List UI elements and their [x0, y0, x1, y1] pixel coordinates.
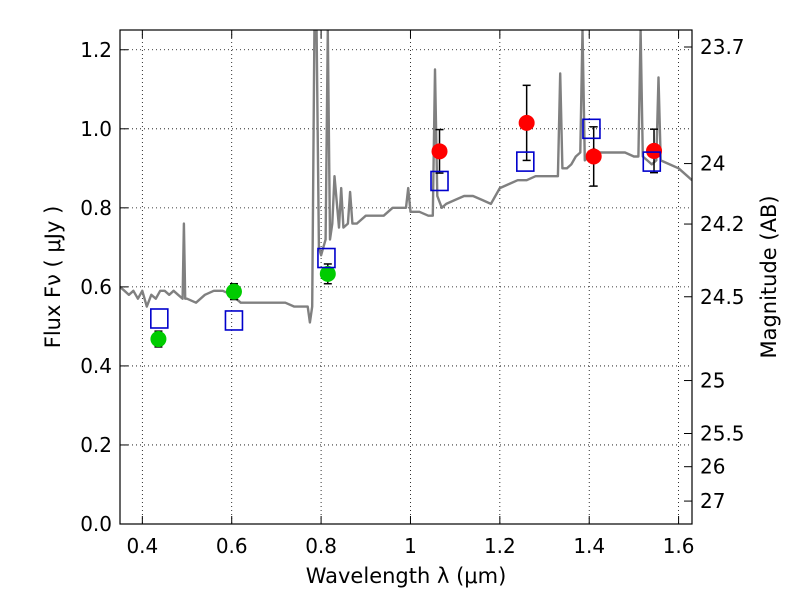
x-tick-label: 0.8 — [305, 534, 337, 558]
photometry-point — [585, 148, 602, 165]
x-tick-label: 1.4 — [573, 534, 605, 558]
model-flux-square — [582, 118, 601, 140]
photometry-point — [518, 114, 535, 131]
x-tick-label: 0.6 — [216, 534, 248, 558]
photometry-point — [431, 143, 448, 160]
x-tick-label: 1 — [404, 534, 417, 558]
x-tick-label: 1.6 — [663, 534, 695, 558]
y-tick-label: 1.2 — [80, 38, 112, 62]
model-flux-square — [317, 247, 336, 269]
x-axis-label: Wavelength λ (μm) — [306, 564, 507, 588]
mag-tick-label: 25.5 — [700, 421, 745, 445]
model-flux-square — [430, 170, 449, 192]
x-tick-label: 0.4 — [126, 534, 158, 558]
data-marks — [120, 30, 692, 348]
y-axis-label: Flux Fν ( μJy ) — [41, 206, 65, 349]
mag-tick-label: 27 — [700, 489, 725, 513]
model-flux-square — [150, 308, 169, 329]
photometry-point — [646, 142, 663, 159]
plot-content — [120, 30, 692, 348]
y-tick-label: 0.0 — [80, 512, 112, 536]
x-tick-label: 1.2 — [484, 534, 516, 558]
model-flux-square — [516, 151, 535, 172]
y-tick-label: 0.8 — [80, 196, 112, 220]
model-flux-square — [642, 151, 662, 172]
model-flux-square — [224, 310, 244, 331]
right-axis-label: Magnitude (AB) — [757, 195, 781, 358]
photometry-point — [319, 265, 336, 282]
plot-frame — [119, 29, 693, 525]
mag-tick-label: 24.5 — [700, 285, 745, 309]
mag-tick-label: 23.7 — [700, 35, 745, 59]
mag-tick-label: 24 — [700, 152, 725, 176]
y-tick-label: 0.4 — [80, 354, 112, 378]
y-tick-label: 0.6 — [80, 275, 112, 299]
mag-tick-label: 24.2 — [700, 212, 745, 236]
mag-tick-label: 26 — [700, 455, 725, 479]
photometry-point — [150, 331, 167, 348]
y-tick-label: 1.0 — [80, 117, 112, 141]
photometry-point — [225, 283, 242, 300]
mag-tick-label: 25 — [700, 369, 725, 393]
y-tick-label: 0.2 — [80, 433, 112, 457]
plot-area — [120, 30, 692, 524]
axis-ticks: 0.4 0.6 0.8 1 1.2 1.4 1.6 0.0 0.2 0.4 0.6 0.8 1.0 1.2… — [80, 30, 745, 558]
